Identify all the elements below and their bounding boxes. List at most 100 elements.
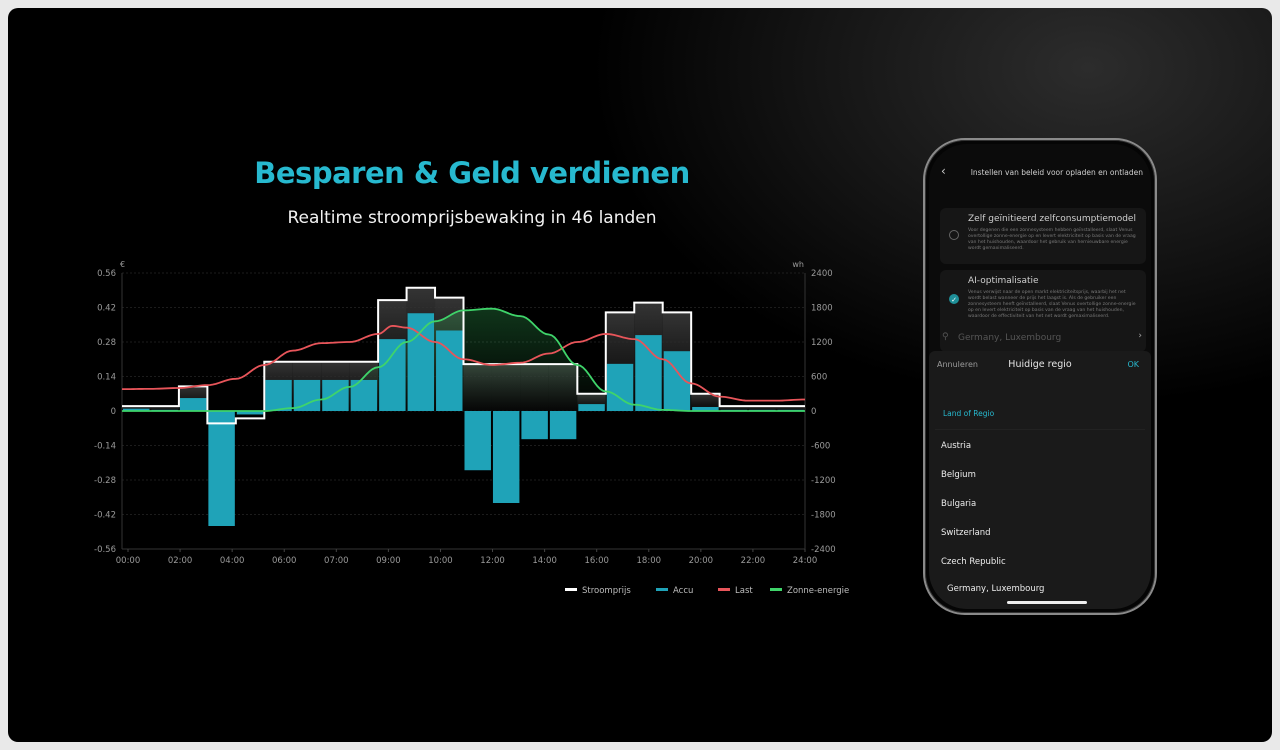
left-tick-label: 0.28 — [97, 338, 116, 348]
left-tick-label: 0.14 — [97, 373, 116, 383]
x-tick-label: 04:00 — [220, 556, 245, 566]
price-fill — [150, 406, 179, 411]
location-row[interactable]: ⚲ Germany, Luxembourg › — [940, 331, 1146, 348]
left-unit-label: € — [120, 260, 125, 269]
page-title: Besparen & Geld verdienen — [254, 156, 690, 190]
chevron-right-icon: › — [1138, 331, 1142, 341]
accu-bar — [692, 406, 719, 411]
legend-swatch — [718, 588, 730, 591]
price-fill — [748, 406, 777, 411]
x-tick-label: 07:00 — [324, 556, 349, 566]
back-chevron-icon[interactable]: ‹ — [941, 164, 946, 178]
x-tick-label: 20:00 — [689, 556, 714, 566]
legend-label: Zonne-energie — [787, 586, 849, 596]
location-value: Germany, Luxembourg — [958, 333, 1062, 343]
radio-checked-icon[interactable]: ✓ — [949, 294, 959, 304]
ok-button[interactable]: OK — [1127, 360, 1139, 369]
legend-swatch — [770, 588, 782, 591]
region-item[interactable]: Czech Republic — [941, 557, 1006, 567]
x-tick-label: 16:00 — [584, 556, 609, 566]
accu-bar — [521, 411, 548, 440]
right-tick-label: -1800 — [811, 511, 836, 521]
x-tick-label: 10:00 — [428, 556, 453, 566]
accu-bar — [293, 379, 321, 411]
divider — [935, 429, 1145, 430]
x-tick-label: 14:00 — [532, 556, 557, 566]
right-unit-label: wh — [792, 260, 804, 269]
region-picker-sheet: Annuleren Huidige regio OK Land of Regio… — [929, 351, 1151, 609]
legend-swatch — [656, 588, 668, 591]
accu-bar — [265, 379, 292, 411]
stroomprijs-line — [122, 286, 805, 425]
region-item[interactable]: Belgium — [941, 470, 976, 480]
option-description: Venus verwijst naar de open markt elektr… — [968, 290, 1136, 319]
phone-screen: ‹ Instellen van beleid voor opladen en o… — [929, 144, 1151, 609]
right-tick-label: -600 — [811, 442, 830, 452]
last-line — [121, 324, 806, 402]
left-tick-label: 0.56 — [97, 269, 116, 279]
accu-bar — [578, 404, 605, 411]
right-tick-label: 2400 — [811, 269, 833, 279]
x-tick-label: 06:00 — [272, 556, 297, 566]
cancel-button[interactable]: Annuleren — [937, 360, 978, 369]
x-tick-label: 12:00 — [480, 556, 505, 566]
left-tick-label: -0.42 — [94, 511, 116, 521]
legend-label: Last — [735, 586, 753, 596]
option-title: Zelf geïnitieerd zelfconsumptiemodel — [968, 214, 1136, 224]
left-tick-label: 0 — [111, 407, 116, 417]
accu-bar — [464, 411, 491, 471]
left-tick-label: -0.14 — [94, 442, 116, 452]
x-tick-label: 02:00 — [168, 556, 193, 566]
accu-bar — [322, 379, 349, 411]
hero-card: Besparen & Geld verdienen Realtime stroo… — [8, 8, 1272, 742]
right-tick-label: 0 — [811, 407, 816, 417]
legend-label: Stroomprijs — [582, 586, 631, 596]
price-fill — [776, 406, 805, 411]
right-tick-label: 1200 — [811, 338, 833, 348]
accu-bar — [236, 411, 264, 415]
right-tick-label: -2400 — [811, 545, 836, 555]
x-tick-label: 24:00 — [793, 556, 818, 566]
price-energy-chart: 0.56 2400 0.42 1800 0.28 1200 0.14 600 0 0 -0.14 -6… — [94, 260, 849, 596]
x-tick-label: 22:00 — [741, 556, 766, 566]
left-tick-label: 0.42 — [97, 304, 116, 314]
region-item[interactable]: Germany, Luxembourg — [947, 584, 1045, 594]
accu-bar — [549, 411, 577, 440]
location-pin-icon: ⚲ — [942, 332, 949, 342]
price-fill — [691, 393, 720, 411]
right-tick-label: 1800 — [811, 304, 833, 314]
option-self-consumption[interactable]: Zelf geïnitieerd zelfconsumptiemodel Voo… — [940, 208, 1146, 264]
option-title: AI-optimalisatie — [968, 276, 1039, 286]
price-fill — [719, 406, 749, 411]
right-tick-label: 600 — [811, 373, 827, 383]
accu-bar — [635, 335, 662, 411]
left-tick-label: -0.56 — [94, 545, 116, 555]
x-tick-label: 00:00 — [116, 556, 141, 566]
region-item[interactable]: Austria — [941, 441, 972, 451]
option-ai-optimization[interactable]: ✓ AI-optimalisatie Venus verwijst naar d… — [940, 270, 1146, 352]
x-tick-label: 09:00 — [376, 556, 401, 566]
accu-bar — [208, 411, 235, 526]
phone-mockup: ‹ Instellen van beleid voor opladen en o… — [923, 138, 1157, 615]
legend-swatch — [565, 588, 577, 591]
phone-header-title: Instellen van beleid voor opladen en ont… — [970, 168, 1143, 177]
option-description: Voor degenen die een zonnesysteem hebben… — [968, 228, 1136, 251]
accu-bar — [179, 398, 207, 411]
right-tick-label: -1200 — [811, 476, 836, 486]
accu-bar — [492, 411, 520, 503]
accu-bar — [379, 339, 406, 411]
radio-unselected-icon[interactable] — [949, 230, 959, 240]
legend-label: Accu — [673, 586, 693, 596]
price-fill — [122, 406, 151, 411]
left-tick-label: -0.28 — [94, 476, 116, 486]
sheet-title: Huidige regio — [1008, 359, 1072, 370]
page-subtitle: Realtime stroomprijsbewaking in 46 lande… — [287, 208, 657, 228]
x-tick-label: 18:00 — [637, 556, 662, 566]
accu-bar — [123, 408, 150, 411]
region-item[interactable]: Switzerland — [941, 528, 991, 538]
section-label: Land of Regio — [943, 409, 995, 418]
region-item[interactable]: Bulgaria — [941, 499, 977, 509]
phone-header: ‹ Instellen van beleid voor opladen en o… — [929, 164, 1151, 180]
zonne-energie-line — [122, 307, 805, 412]
home-indicator — [1007, 601, 1087, 604]
